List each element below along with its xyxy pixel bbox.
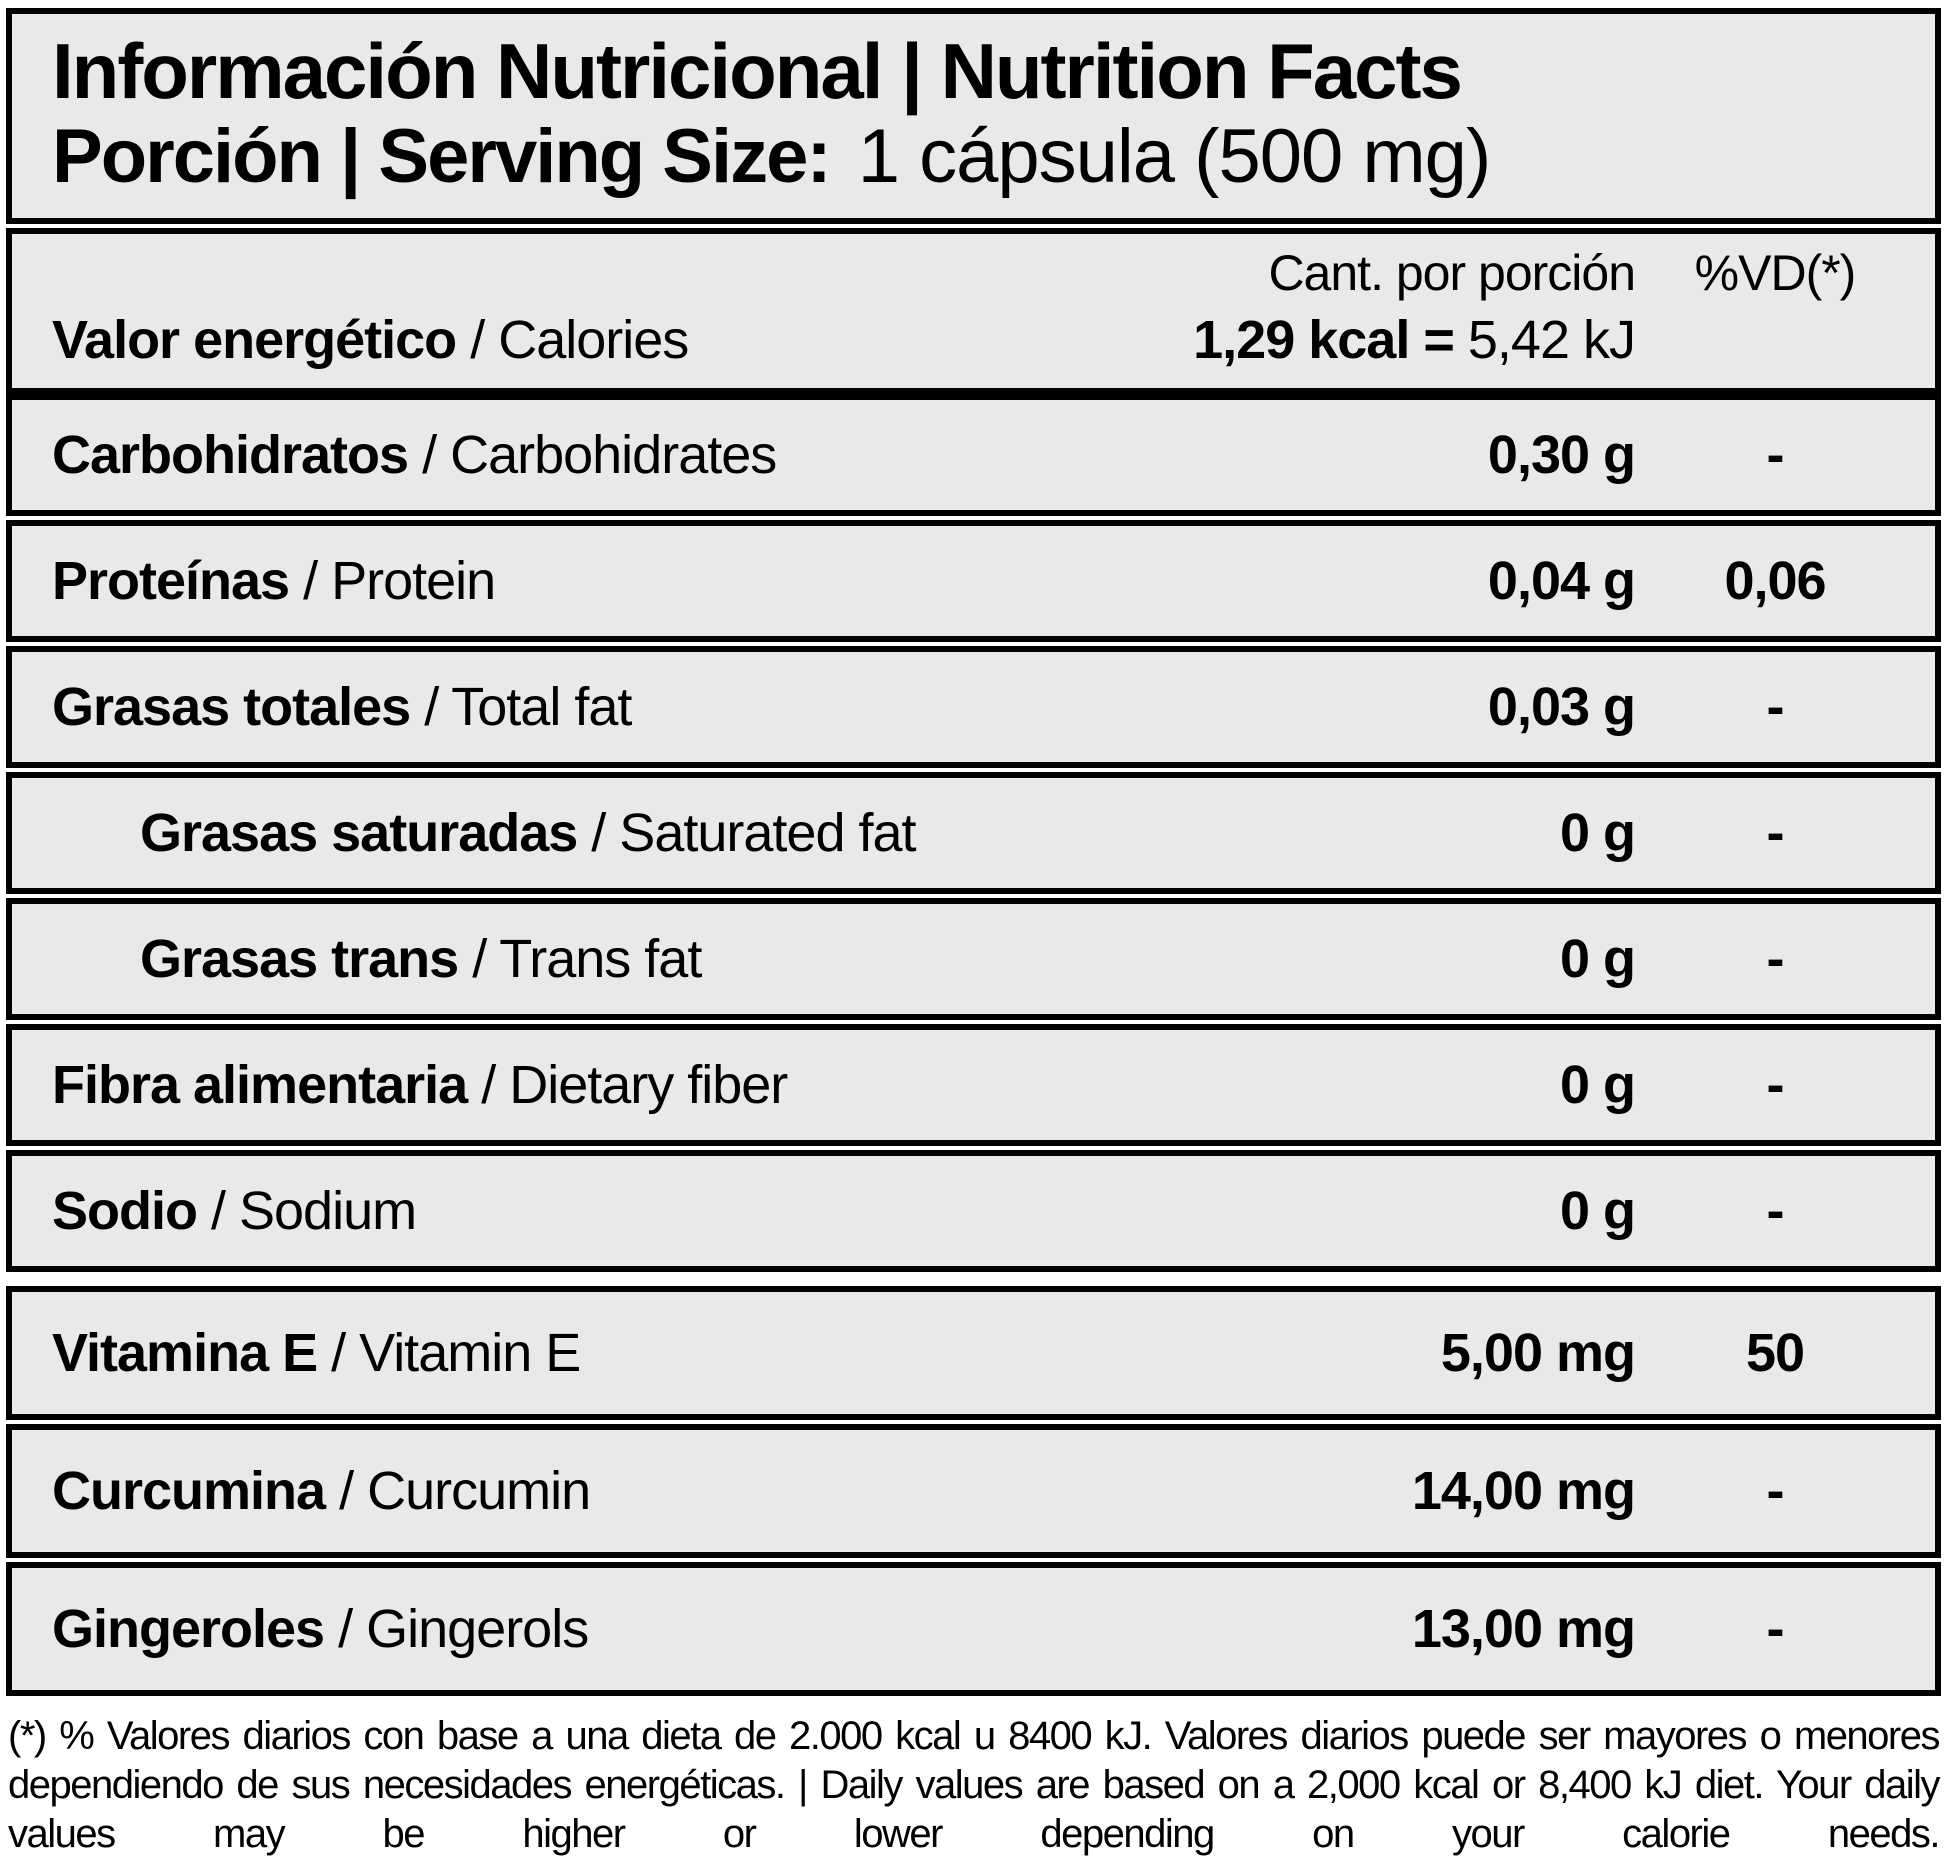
table-row: Grasas saturadas / Saturated fat 0 g - (6, 772, 1941, 894)
nutrient-label: Grasas totales / Total fat (52, 679, 1075, 735)
energy-label-en: / Calories (470, 310, 689, 370)
nutrient-label: Curcumina / Curcumin (52, 1463, 1075, 1519)
nutrient-daily-value: - (1766, 803, 1785, 863)
nutrient-daily-value: 50 (1745, 1323, 1805, 1383)
nutrient-label-en: / Trans fat (472, 929, 702, 989)
nutrient-daily-value: - (1766, 425, 1785, 485)
nutrient-label-es: Vitamina E (52, 1323, 318, 1383)
nutrient-label-en: / Dietary fiber (481, 1055, 788, 1115)
nutrient-daily-value: - (1766, 929, 1785, 989)
nutrient-amount: 0 g (1559, 1055, 1636, 1115)
table-row: Grasas totales / Total fat 0,03 g - (6, 646, 1941, 768)
nutrient-label-es: Proteínas (52, 551, 290, 611)
nutrient-label: Vitamina E / Vitamin E (52, 1325, 1075, 1381)
nutrient-daily-value: 0,06 (1724, 551, 1826, 611)
nutrient-label-es: Gingeroles (52, 1599, 325, 1659)
nutrient-label-en: / Vitamin E (331, 1323, 581, 1383)
column-header-amount: Cant. por porción (1268, 245, 1636, 301)
nutrient-amount: 0,30 g (1487, 425, 1636, 485)
nutrient-amount: 0 g (1559, 803, 1636, 863)
nutrient-daily-value: - (1766, 1055, 1785, 1115)
nutrient-label-en: / Saturated fat (591, 803, 916, 863)
page-title: Información Nutricional | Nutrition Fact… (52, 27, 1463, 115)
nutrient-label-es: Grasas trans (140, 929, 459, 989)
nutrient-label: Proteínas / Protein (52, 553, 1075, 609)
table-row: Carbohidratos / Carbohidrates 0,30 g - (6, 394, 1941, 516)
serving-size-label: Porción | Serving Size: (52, 114, 832, 199)
nutrient-label: Grasas saturadas / Saturated fat (52, 805, 1075, 861)
column-header-daily-value: %VD(*) (1694, 245, 1857, 301)
nutrient-amount: 13,00 mg (1411, 1599, 1636, 1659)
column-header-row: Cant. por porción %VD(*) (52, 244, 1915, 302)
energy-amount-bold: 1,29 kcal = (1193, 310, 1455, 370)
energy-label: Valor energético / Calories (52, 308, 935, 372)
table-row: Curcumina / Curcumin 14,00 mg - (6, 1424, 1941, 1558)
table-row: Grasas trans / Trans fat 0 g - (6, 898, 1941, 1020)
nutrient-label-es: Sodio (52, 1181, 198, 1241)
nutrient-label-en: / Curcumin (339, 1461, 591, 1521)
nutrient-label-es: Carbohidratos (52, 425, 409, 485)
table-row: Sodio / Sodium 0 g - (6, 1150, 1941, 1272)
nutrient-daily-value: - (1766, 1461, 1785, 1521)
nutrient-label: Sodio / Sodium (52, 1183, 1075, 1239)
nutrient-label-es: Fibra alimentaria (52, 1055, 468, 1115)
nutrient-label: Grasas trans / Trans fat (52, 931, 1075, 987)
nutrient-amount: 0,04 g (1487, 551, 1636, 611)
footnote: (*) % Valores diarios con base a una die… (6, 1702, 1941, 1859)
nutrient-daily-value: - (1766, 1181, 1785, 1241)
table-row: Proteínas / Protein 0,04 g 0,06 (6, 520, 1941, 642)
energy-amount: 1,29 kcal = 5,42 kJ (935, 309, 1636, 371)
label-header-box: Información Nutricional | Nutrition Fact… (6, 8, 1941, 224)
energy-label-es: Valor energético (52, 310, 457, 370)
nutrient-label-es: Grasas saturadas (140, 803, 578, 863)
nutrient-daily-value: - (1766, 1599, 1785, 1659)
table-row: Vitamina E / Vitamin E 5,00 mg 50 (6, 1286, 1941, 1420)
table-row: Gingeroles / Gingerols 13,00 mg - (6, 1562, 1941, 1696)
nutrient-label-en: / Sodium (211, 1181, 417, 1241)
serving-size-line: Porción | Serving Size: 1 cápsula (500 mg… (52, 114, 1905, 200)
nutrient-label-es: Grasas totales (52, 677, 411, 737)
nutrient-amount: 5,00 mg (1440, 1323, 1636, 1383)
nutrient-amount: 0,03 g (1487, 677, 1636, 737)
energy-section-box: Cant. por porción %VD(*) Valor energétic… (6, 228, 1941, 394)
nutrient-label-en: / Gingerols (338, 1599, 589, 1659)
nutrient-amount: 0 g (1559, 929, 1636, 989)
energy-row: Valor energético / Calories 1,29 kcal = … (52, 308, 1915, 372)
nutrient-label-en: / Total fat (424, 677, 632, 737)
nutrient-label-es: Curcumina (52, 1461, 326, 1521)
energy-amount-regular: 5,42 kJ (1467, 310, 1636, 370)
nutrient-label-en: / Protein (303, 551, 496, 611)
nutrient-daily-value: - (1766, 677, 1785, 737)
nutrient-amount: 14,00 mg (1411, 1461, 1636, 1521)
nutrient-amount: 0 g (1559, 1181, 1636, 1241)
nutrient-rows: Carbohidratos / Carbohidrates 0,30 g - P… (0, 394, 1947, 1696)
nutrient-label-en: / Carbohidrates (422, 425, 777, 485)
nutrient-label: Fibra alimentaria / Dietary fiber (52, 1057, 1075, 1113)
table-row: Fibra alimentaria / Dietary fiber 0 g - (6, 1024, 1941, 1146)
nutrient-label: Gingeroles / Gingerols (52, 1601, 1075, 1657)
serving-size-value: 1 cápsula (500 mg) (857, 114, 1492, 199)
nutrient-label: Carbohidratos / Carbohidrates (52, 427, 1075, 483)
